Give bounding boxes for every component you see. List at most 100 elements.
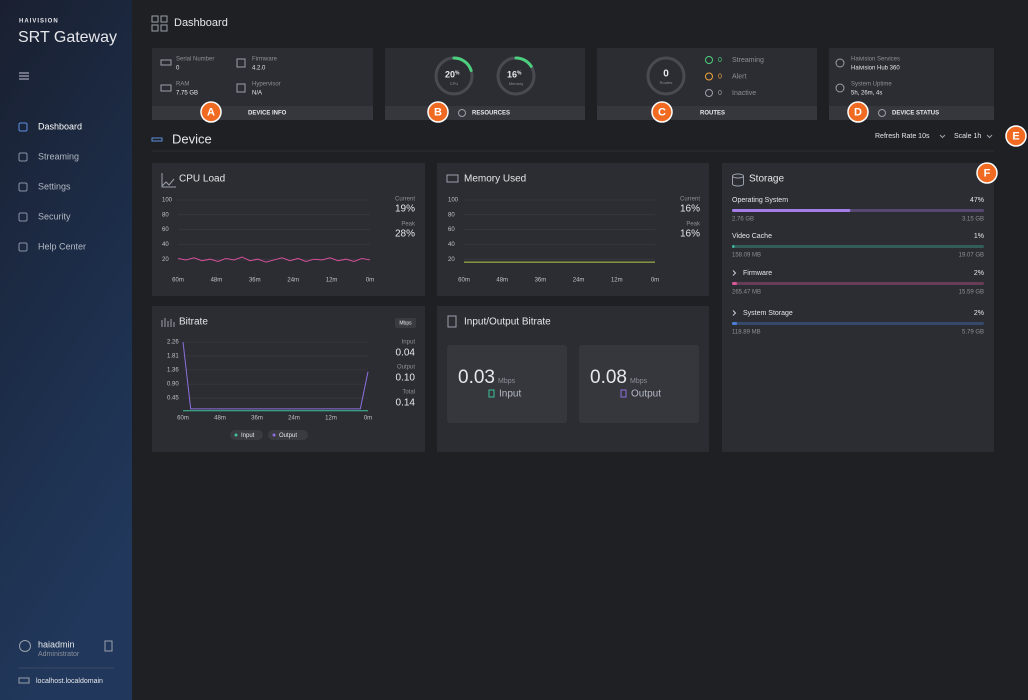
callout <box>1005 125 1027 147</box>
nav-item[interactable]: Dashboard <box>38 121 82 131</box>
callout-label: E <box>1012 130 1019 142</box>
value: 0.04 <box>396 348 416 359</box>
status-icon <box>705 72 713 81</box>
device-icon <box>151 137 163 142</box>
callout <box>651 101 673 123</box>
dashboard-icon <box>151 15 168 32</box>
user-name: haiadmin <box>38 639 75 649</box>
status-label: Streaming <box>732 57 764 64</box>
x-tick-label: 12m <box>326 278 338 284</box>
y-tick-label: 80 <box>162 212 169 218</box>
legend-label: Output <box>279 433 297 439</box>
callout-label: F <box>984 167 991 179</box>
bitrate-card <box>152 306 425 452</box>
expand-toggle[interactable] <box>732 270 737 276</box>
label: Hypervisor <box>252 82 281 88</box>
y-tick-label: 1.81 <box>167 354 179 360</box>
y-tick-label: 40 <box>162 242 169 248</box>
legend-item[interactable] <box>268 430 308 440</box>
value: 28% <box>395 229 415 240</box>
callout-label: D <box>854 106 862 118</box>
callout <box>200 101 222 123</box>
cpu-icon <box>161 173 176 188</box>
status-count: 0 <box>718 57 722 64</box>
storage-bar <box>732 282 738 285</box>
icon <box>160 59 172 66</box>
x-tick-label: 36m <box>251 416 263 422</box>
x-tick-label: 60m <box>458 278 470 284</box>
storage-used: 158.09 MB <box>732 253 761 259</box>
value: 16% <box>680 204 700 215</box>
status-count: 0 <box>718 90 722 97</box>
refresh-rate-select[interactable]: Refresh Rate 10s <box>875 133 930 140</box>
storage-track <box>732 282 984 285</box>
card-footer <box>829 106 994 120</box>
io-unit: Mbps <box>630 378 648 385</box>
icon <box>236 58 246 68</box>
storage-total: 15.59 GB <box>959 290 984 296</box>
x-tick-label: 60m <box>172 278 184 284</box>
label: Total <box>402 390 415 396</box>
y-tick-label: 2.26 <box>167 340 179 346</box>
io-icon <box>620 389 627 398</box>
status-icon <box>705 89 713 97</box>
value: 19% <box>395 204 415 215</box>
icon <box>160 84 172 92</box>
icon <box>878 109 886 117</box>
status-icon <box>705 56 713 64</box>
y-tick-label: 0.45 <box>167 396 179 402</box>
x-tick-label: 48m <box>496 278 508 284</box>
routes-gauge <box>646 56 686 96</box>
memory-icon <box>446 174 459 183</box>
status-label: Inactive <box>732 90 756 97</box>
line-series <box>182 341 369 410</box>
nav-item[interactable]: Streaming <box>38 151 79 161</box>
value: 7.75 GB <box>176 91 198 97</box>
storage-total: 3.15 GB <box>962 217 984 223</box>
nav-item[interactable]: Settings <box>38 181 71 191</box>
card-title: Bitrate <box>179 317 208 328</box>
menu-button[interactable] <box>19 72 29 80</box>
legend-item[interactable] <box>230 430 263 440</box>
callout-label: A <box>207 106 215 118</box>
gauge-label: Memory <box>509 81 523 86</box>
card-title: Storage <box>749 174 784 185</box>
storage-total: 5.79 GB <box>962 330 984 336</box>
value: 4.2.0 <box>252 66 266 72</box>
storage-bar <box>732 209 851 212</box>
value: N/A <box>252 91 262 97</box>
label: Peak <box>686 222 701 228</box>
chevron <box>986 134 993 139</box>
storage-card <box>722 163 994 452</box>
x-tick-label: 36m <box>535 278 547 284</box>
x-tick-label: 36m <box>249 278 261 284</box>
storage-total: 19.07 GB <box>959 253 984 259</box>
y-tick-label: 100 <box>162 198 173 204</box>
card-title: Input/Output Bitrate <box>464 317 551 328</box>
card-title: Memory Used <box>464 174 526 185</box>
label: Input <box>402 340 416 346</box>
label: Firmware <box>252 57 278 63</box>
x-tick-label: 24m <box>288 416 300 422</box>
io-icon <box>447 315 457 328</box>
scale-select[interactable]: Scale 1h <box>954 133 981 140</box>
bitrate-icon <box>161 318 175 327</box>
io-unit: Mbps <box>498 378 516 385</box>
x-tick-label: 48m <box>214 416 226 422</box>
card-footer-label: RESOURCES <box>472 111 510 117</box>
storage-bar <box>732 245 735 248</box>
nav-item[interactable]: Help Center <box>38 241 86 251</box>
nav-item[interactable]: Security <box>38 211 71 221</box>
card-title: CPU Load <box>179 174 225 185</box>
logout-button[interactable] <box>104 640 113 652</box>
x-tick-label: 48m <box>211 278 223 284</box>
gauge-value: 16 <box>507 69 517 79</box>
expand-toggle[interactable] <box>732 310 737 316</box>
x-tick-label: 0m <box>366 278 374 284</box>
x-tick-label: 24m <box>287 278 299 284</box>
gauge-arc <box>452 56 473 72</box>
storage-used: 118.89 MB <box>732 330 761 336</box>
sidebar <box>0 0 132 700</box>
user-icon <box>19 640 31 652</box>
